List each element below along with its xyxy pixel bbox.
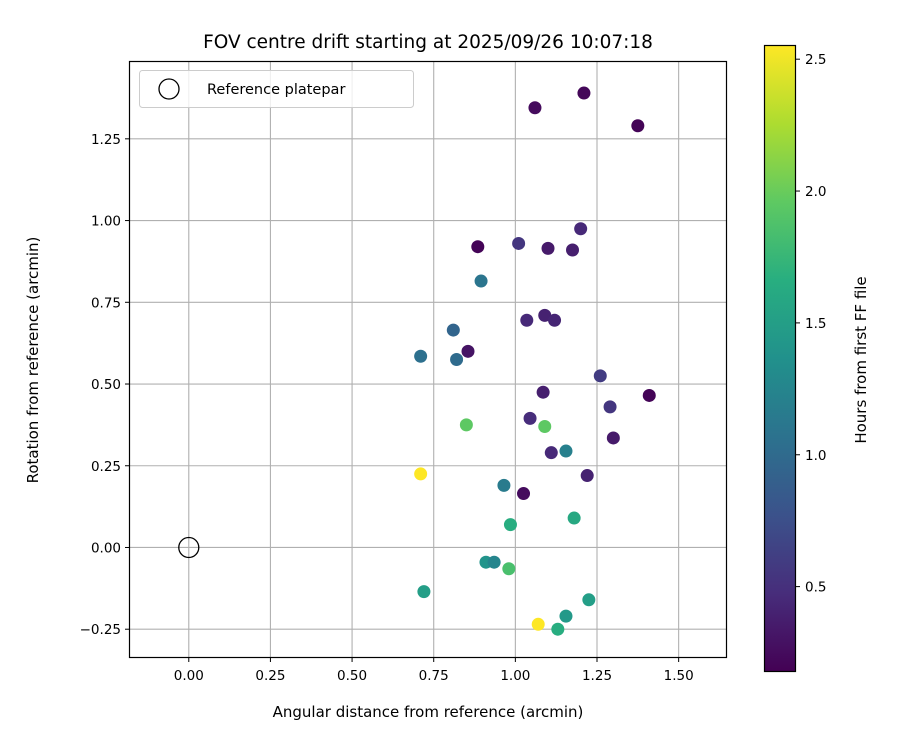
x-tick-label: 1.50 [664, 668, 694, 684]
colorbar-ticks: 0.5 1.0 1.5 2.0 2.5 [795, 52, 826, 596]
data-point [593, 369, 607, 383]
data-point [471, 240, 485, 254]
x-tick-label: 0.50 [337, 668, 367, 684]
reference-marker-layer [178, 536, 200, 559]
data-point [487, 555, 501, 569]
data-point [577, 86, 591, 100]
y-axis-label: Rotation from reference (arcmin) [24, 237, 42, 484]
data-point [520, 313, 534, 327]
colorbar-frame [763, 44, 797, 673]
data-point [544, 446, 558, 460]
y-tick-label: 1.00 [91, 214, 121, 230]
data-point [603, 400, 617, 414]
data-point [512, 236, 526, 250]
reference-platepar-marker [178, 536, 200, 559]
plot-frame [128, 60, 728, 659]
data-point [631, 119, 645, 133]
data-point [559, 444, 573, 458]
y-axis-ticks: −0.25 0.00 0.25 0.50 0.75 1.00 1.25 [80, 132, 130, 638]
data-point [523, 411, 537, 425]
legend-label: Reference platepar [207, 82, 345, 98]
colorbar-tick-label: 0.5 [805, 580, 826, 596]
data-point [517, 487, 531, 501]
chart-title: FOV centre drift starting at 2025/09/26 … [203, 32, 653, 53]
data-point [548, 313, 562, 327]
legend: Reference platepar [139, 70, 414, 108]
legend-marker [158, 78, 180, 100]
data-point [551, 622, 565, 636]
data-point [582, 593, 596, 607]
colorbar-tick-label: 2.0 [805, 184, 826, 200]
data-point [414, 467, 428, 481]
data-point [474, 274, 488, 288]
data-point [567, 511, 581, 525]
data-point [417, 585, 431, 599]
colorbar-tick-label: 1.5 [805, 316, 826, 332]
y-tick-label: −0.25 [80, 622, 121, 638]
data-point [538, 308, 552, 322]
y-tick-label: 0.75 [91, 295, 121, 311]
colorbar-gradient [764, 45, 796, 672]
data-point [414, 349, 428, 363]
data-point [502, 562, 516, 576]
x-tick-label: 1.00 [500, 668, 530, 684]
y-tick-label: 1.25 [91, 132, 121, 148]
colorbar-tick-label: 2.5 [805, 52, 826, 68]
data-point [450, 353, 464, 366]
data-point [497, 478, 511, 492]
data-point [642, 388, 656, 402]
y-tick-label: 0.50 [91, 377, 121, 393]
data-point [574, 222, 588, 236]
legend-box [139, 70, 414, 108]
y-tick-label: 0.00 [91, 540, 121, 556]
data-point [536, 385, 550, 399]
y-tick-label: 0.25 [91, 459, 121, 475]
data-point [606, 431, 620, 445]
x-axis-label: Angular distance from reference (arcmin) [273, 703, 584, 721]
data-point [461, 344, 475, 358]
colorbar-tick-label: 1.0 [805, 448, 826, 464]
data-point [528, 101, 542, 115]
data-point [538, 420, 552, 434]
data-point [503, 518, 517, 532]
x-tick-label: 1.25 [582, 668, 612, 684]
data-point [580, 469, 594, 483]
data-point [566, 243, 580, 257]
x-tick-label: 0.25 [255, 668, 285, 684]
grid [130, 62, 726, 657]
data-point [459, 418, 473, 432]
data-point [446, 323, 460, 337]
colorbar-label: Hours from first FF file [852, 276, 870, 443]
data-points [414, 86, 656, 636]
data-point [531, 617, 545, 631]
x-tick-label: 0.75 [419, 668, 449, 684]
data-point [541, 241, 555, 255]
data-point [559, 609, 573, 623]
x-axis-ticks: 0.00 0.25 0.50 0.75 1.00 1.25 1.50 [174, 657, 694, 684]
x-tick-label: 0.00 [174, 668, 204, 684]
